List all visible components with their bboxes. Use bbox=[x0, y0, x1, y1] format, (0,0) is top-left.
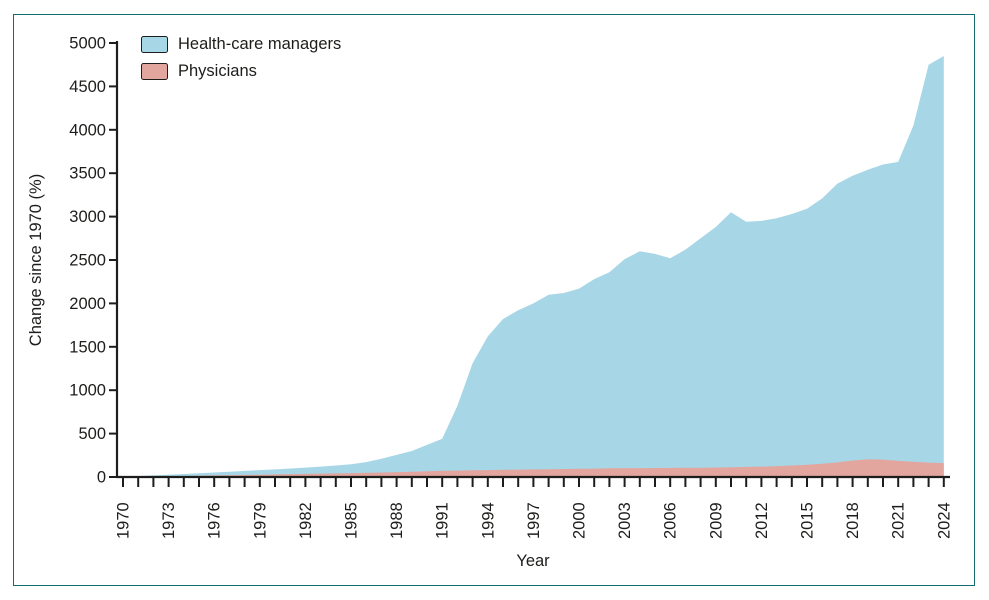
y-tick-label: 4000 bbox=[69, 121, 106, 139]
x-tick-label: 2000 bbox=[571, 502, 589, 539]
legend-item-physicians: Physicians bbox=[141, 62, 341, 81]
x-tick-label: 1970 bbox=[115, 502, 133, 539]
x-axis-title: Year bbox=[516, 552, 550, 570]
x-tick-label: 1985 bbox=[343, 502, 361, 539]
x-tick-label: 2024 bbox=[935, 502, 953, 539]
y-tick-label: 5000 bbox=[69, 35, 106, 53]
x-tick-label: 1982 bbox=[297, 502, 315, 539]
y-tick-label: 3000 bbox=[69, 208, 106, 226]
physicians-color-swatch-icon bbox=[141, 63, 168, 80]
legend-label-managers: Health-care managers bbox=[178, 35, 342, 53]
y-tick-label: 4500 bbox=[69, 78, 106, 96]
x-tick-label: 1979 bbox=[251, 502, 269, 539]
y-tick-label: 2500 bbox=[69, 252, 106, 270]
managers-area bbox=[123, 56, 944, 477]
physicians-area bbox=[123, 459, 944, 477]
y-tick-label: 1500 bbox=[69, 338, 106, 356]
y-tick-label: 3500 bbox=[69, 165, 106, 183]
x-tick-label: 1973 bbox=[160, 502, 178, 539]
y-tick-label: 2000 bbox=[69, 295, 106, 313]
x-tick-label: 2009 bbox=[707, 502, 725, 539]
x-tick-label: 2012 bbox=[753, 502, 771, 539]
x-tick-label: 2018 bbox=[844, 502, 862, 539]
legend: Health-care managers Physicians bbox=[141, 35, 341, 81]
x-tick-label: 1997 bbox=[525, 502, 543, 539]
x-tick-label: 1994 bbox=[479, 502, 497, 539]
y-tick-label: 500 bbox=[78, 425, 106, 443]
legend-label-physicians: Physicians bbox=[178, 62, 257, 80]
x-tick-label: 2021 bbox=[890, 502, 908, 539]
x-tick-label: 1976 bbox=[206, 502, 224, 539]
x-tick-label: 2003 bbox=[616, 502, 634, 539]
y-axis-title: Change since 1970 (%) bbox=[27, 174, 45, 346]
legend-item-managers: Health-care managers bbox=[141, 35, 341, 54]
x-tick-label: 2006 bbox=[662, 502, 680, 539]
y-tick-label: 1000 bbox=[69, 382, 106, 400]
managers-color-swatch-icon bbox=[141, 36, 168, 53]
x-tick-label: 1991 bbox=[434, 502, 452, 539]
y-tick-label: 0 bbox=[97, 469, 106, 487]
x-tick-label: 2015 bbox=[799, 502, 817, 539]
x-tick-label: 1988 bbox=[388, 502, 406, 539]
